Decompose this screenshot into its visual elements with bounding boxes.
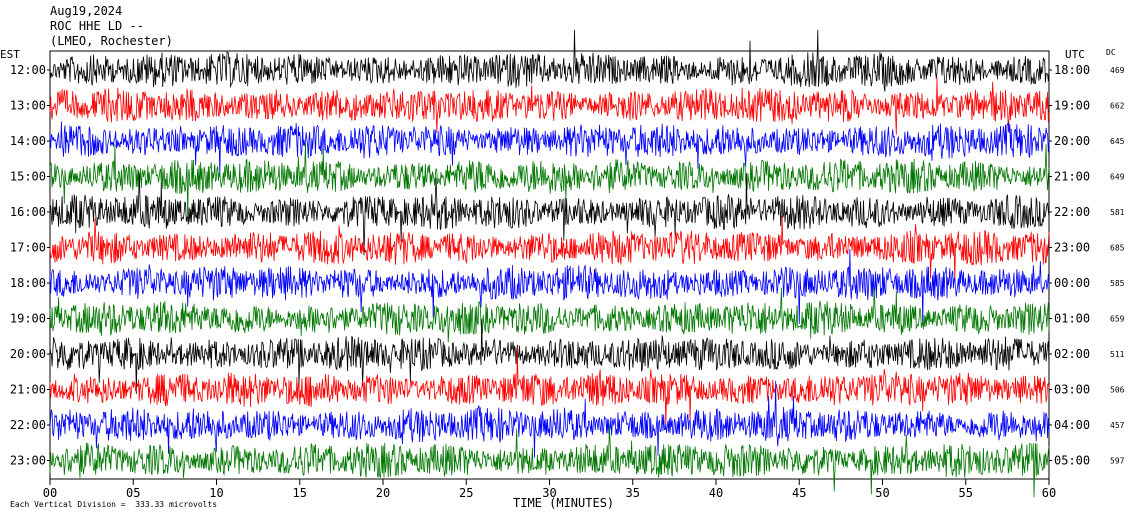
plot-frame <box>49 50 1050 480</box>
dc-value: 457 <box>1110 421 1125 430</box>
dc-value: 662 <box>1110 102 1125 111</box>
footer-scale: Each Vertical Division = 333.33 microvol… <box>10 500 218 509</box>
header-date: Aug19,2024 <box>50 4 123 18</box>
x-tick-label: 30 <box>542 486 556 500</box>
est-tick-label: 18:00 <box>10 276 46 290</box>
dc-value: 645 <box>1110 137 1125 146</box>
x-tick-label: 10 <box>209 486 223 500</box>
utc-tick-label: 18:00 <box>1054 63 1090 77</box>
utc-tick-label: 20:00 <box>1054 134 1090 148</box>
header-location: (LMEO, Rochester) <box>50 34 173 48</box>
x-tick-label: 40 <box>709 486 723 500</box>
utc-tick-label: 23:00 <box>1054 241 1090 255</box>
trace-1200 <box>49 29 1050 92</box>
x-tick-group: 00 05 10 15 20 25 30 35 40 45 50 55 60 <box>43 479 1056 500</box>
utc-tick-label: 04:00 <box>1054 418 1090 432</box>
trace-2000 <box>49 318 1050 395</box>
x-tick-label: 00 <box>43 486 57 500</box>
utc-axis-title: UTC <box>1065 48 1085 61</box>
x-tick-label: 45 <box>792 486 806 500</box>
dc-value: 581 <box>1110 208 1125 217</box>
x-tick-label: 55 <box>959 486 973 500</box>
dc-axis-title: DC <box>1106 48 1116 57</box>
utc-tick-label: 21:00 <box>1054 170 1090 184</box>
header-station: ROC HHE LD -- <box>50 19 144 33</box>
dc-value: 597 <box>1110 457 1125 466</box>
trace-2100 <box>49 346 1050 427</box>
est-tick-label: 20:00 <box>10 347 46 361</box>
dc-value: 659 <box>1110 315 1125 324</box>
x-tick-label: 50 <box>875 486 889 500</box>
est-tick-label: 13:00 <box>10 99 46 113</box>
x-tick-label: 05 <box>126 486 140 500</box>
x-tick-label: 25 <box>459 486 473 500</box>
dc-value: 585 <box>1110 279 1125 288</box>
est-tick-label: 12:00 <box>10 63 46 77</box>
trace-1900 <box>49 287 1050 343</box>
trace-group <box>49 29 1050 498</box>
est-tick-label: 14:00 <box>10 134 46 148</box>
x-axis-title: TIME (MINUTES) <box>513 496 615 510</box>
utc-tick-label: 03:00 <box>1054 383 1090 397</box>
utc-tick-label: 02:00 <box>1054 347 1090 361</box>
trace-1400 <box>49 121 1050 177</box>
utc-tick-label: 01:00 <box>1054 312 1090 326</box>
est-tick-label: 19:00 <box>10 312 46 326</box>
trace-2300 <box>49 425 1050 498</box>
est-tick-label: 21:00 <box>10 383 46 397</box>
dc-value: 685 <box>1110 244 1125 253</box>
utc-tick-label: 22:00 <box>1054 205 1090 219</box>
est-tick-label: 17:00 <box>10 241 46 255</box>
trace-2200 <box>49 380 1050 458</box>
trace-1300 <box>49 77 1050 135</box>
trace-1700 <box>49 215 1050 283</box>
dc-value: 511 <box>1110 350 1125 359</box>
est-axis-title: EST <box>0 48 20 61</box>
label-group: 12:00 18:00 469 13:00 19:00 662 14:00 20:00 645 1… <box>10 63 1125 468</box>
dc-value: 469 <box>1110 66 1125 75</box>
est-tick-label: 16:00 <box>10 205 46 219</box>
est-tick-label: 15:00 <box>10 170 46 184</box>
utc-tick-label: 05:00 <box>1054 454 1090 468</box>
est-tick-label: 22:00 <box>10 418 46 432</box>
trace-1800 <box>49 248 1050 326</box>
dc-value: 649 <box>1110 173 1125 182</box>
x-tick-label: 35 <box>626 486 640 500</box>
utc-tick-label: 19:00 <box>1054 99 1090 113</box>
x-tick-label: 15 <box>293 486 307 500</box>
right-tick-group <box>1049 69 1052 461</box>
dc-value: 506 <box>1110 386 1125 395</box>
trace-1500 <box>49 142 1050 222</box>
x-tick-label: 60 <box>1042 486 1056 500</box>
est-tick-label: 23:00 <box>10 454 46 468</box>
trace-1600 <box>49 172 1050 256</box>
x-tick-label: 20 <box>376 486 390 500</box>
utc-tick-label: 00:00 <box>1054 276 1090 290</box>
